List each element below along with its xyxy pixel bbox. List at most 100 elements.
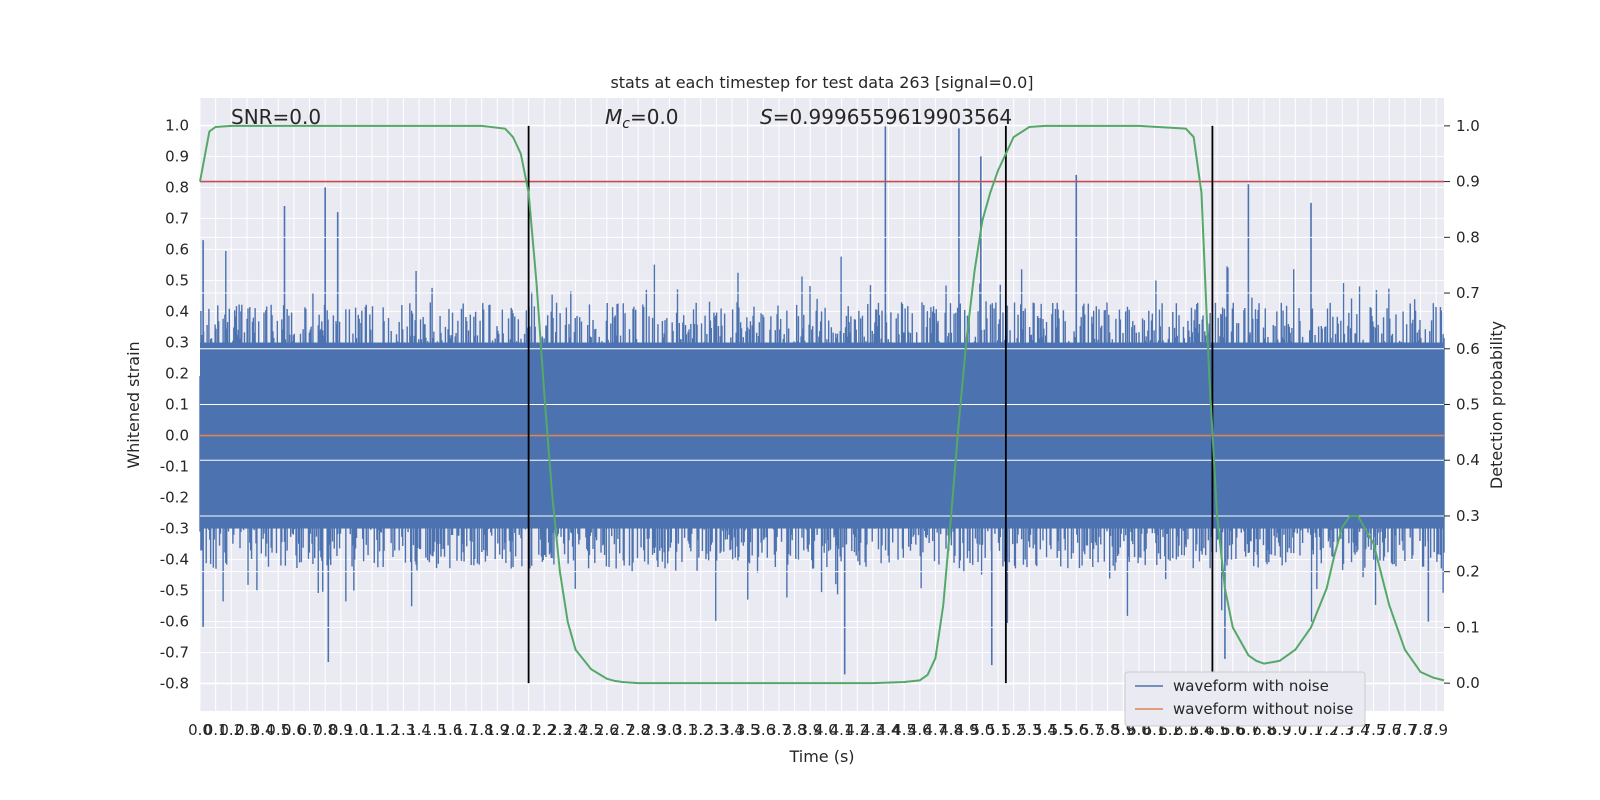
x-tick-label: 3.2 [689,721,713,739]
legend-label-waveform-with-noise: waveform with noise [1173,677,1329,695]
y2-tick-label: 0.5 [1456,396,1480,414]
y-tick-label: 0.8 [165,178,189,196]
y2-tick-label: 0.4 [1456,451,1480,469]
x-tick-label: 4.8 [939,721,963,739]
x-tick-label: 5.0 [970,721,994,739]
x-tick-label: 5.7 [1080,721,1104,739]
x-tick-label: 1.8 [470,721,494,739]
x-tick-label: 0.7 [298,721,322,739]
x-tick-label: 2.3 [548,721,572,739]
x-tick-label: 2.9 [642,721,666,739]
x-axis-label: Time (s) [788,747,854,766]
x-tick-label: 7.5 [1362,721,1386,739]
x-tick-label: 2.8 [626,721,650,739]
x-tick-label: 0.9 [329,721,353,739]
y-tick-label: 0.1 [165,396,189,414]
y2-tick-label: 0.0 [1456,674,1480,692]
legend-label-waveform-without-noise: waveform without noise [1173,700,1353,718]
y-tick-label: -0.5 [160,582,189,600]
x-tick-label: 3.4 [720,721,744,739]
x-tick-label: 7.6 [1377,721,1401,739]
x-tick-label: 0.5 [266,721,290,739]
detection-probability-line [199,124,1445,685]
y-tick-label: -0.3 [160,520,189,538]
overlay-layer [199,124,1445,685]
x-tick-label: 4.4 [877,721,901,739]
y-axis-label: Whitened strain [124,341,143,468]
x-tick-label: 4.2 [845,721,869,739]
x-tick-label: 2.4 [564,721,588,739]
x-tick-label: 1.2 [376,721,400,739]
x-tick-label: 0.2 [219,721,243,739]
x-tick-label: 2.2 [532,721,556,739]
detection-score-annotation: S=0.9996559619903564 [760,105,1012,129]
x-tick-label: 4.3 [861,721,885,739]
y2-tick-label: 0.8 [1456,228,1480,246]
y-tick-label: -0.6 [160,613,189,631]
y2-axis-label: Detection probability [1487,321,1506,489]
y2-tick-label: 0.2 [1456,563,1480,581]
x-tick-label: 3.5 [736,721,760,739]
x-tick-label: 0.6 [282,721,306,739]
detection-score-value: =0.9996559619903564 [773,105,1012,129]
x-tick-label: 4.0 [814,721,838,739]
x-tick-label: 1.3 [391,721,415,739]
x-tick-label: 3.0 [658,721,682,739]
y2-tick-label: 0.3 [1456,507,1480,525]
y-tick-label: -0.4 [160,551,189,569]
legend: waveform with noise waveform without noi… [1124,671,1366,727]
x-tick-label: 0.8 [313,721,337,739]
x-tick-label: 2.0 [501,721,525,739]
x-tick-label: 5.3 [1017,721,1041,739]
y-tick-label: 0.0 [165,427,189,445]
x-tick-label: 2.6 [595,721,619,739]
x-tick-label: 5.1 [986,721,1010,739]
x-tick-label: 2.1 [517,721,541,739]
chirp-mass-subscript: c [622,116,630,132]
y-tick-label: 0.4 [165,302,189,320]
x-tick-label: 1.9 [485,721,509,739]
x-tick-label: 3.8 [783,721,807,739]
x-tick-label: 5.5 [1049,721,1073,739]
y-tick-label: -0.7 [160,644,189,662]
x-tick-label: 1.1 [360,721,384,739]
y2-tick-label: 0.7 [1456,284,1480,302]
y-tick-label: 1.0 [165,116,189,134]
x-tick-label: 4.1 [830,721,854,739]
x-tick-label: 7.8 [1409,721,1433,739]
y-tick-label: 0.3 [165,333,189,351]
chirp-mass-annotation: Mc=0.0 [605,105,679,132]
x-tick-label: 4.5 [892,721,916,739]
y2-tick-label: 0.1 [1456,618,1480,636]
y-tick-label: 0.7 [165,209,189,227]
legend-box [1124,671,1366,727]
chart-title: stats at each timestep for test data 263… [610,73,1033,92]
y-tick-label: 0.2 [165,364,189,382]
x-tick-label: 0.1 [204,721,228,739]
x-tick-label: 4.7 [924,721,948,739]
x-tick-label: 4.9 [955,721,979,739]
y-tick-label: 0.6 [165,240,189,258]
x-tick-label: 2.5 [579,721,603,739]
x-tick-label: 3.9 [798,721,822,739]
y-tick-label: 0.9 [165,147,189,165]
x-tick-label: 1.0 [345,721,369,739]
y2-tick-label: 0.9 [1456,173,1480,191]
x-tick-label: 5.2 [1002,721,1026,739]
x-tick-label: 0.0 [188,721,212,739]
x-tick-label: 5.8 [1096,721,1120,739]
x-tick-label: 1.5 [423,721,447,739]
x-tick-label: 3.7 [767,721,791,739]
chirp-mass-symbol: M [605,105,622,129]
x-tick-label: 1.6 [438,721,462,739]
x-tick-label: 5.6 [1064,721,1088,739]
y2-tick-label: 1.0 [1456,117,1480,135]
y2-tick-label: 0.6 [1456,340,1480,358]
x-tick-label: 2.7 [611,721,635,739]
x-tick-label: 4.6 [908,721,932,739]
x-tick-label: 1.7 [454,721,478,739]
x-tick-label: 0.3 [235,721,259,739]
x-tick-label: 3.1 [673,721,697,739]
y-tick-label: -0.8 [160,675,189,693]
